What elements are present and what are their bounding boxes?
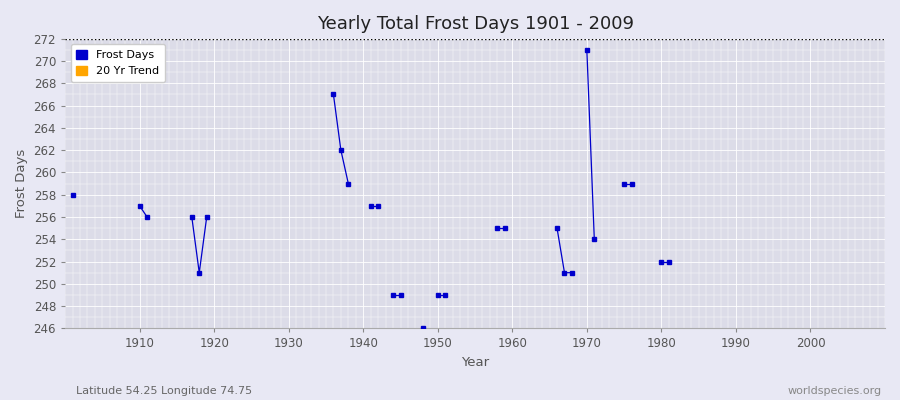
Legend: Frost Days, 20 Yr Trend: Frost Days, 20 Yr Trend [70, 44, 165, 82]
Y-axis label: Frost Days: Frost Days [15, 149, 28, 218]
X-axis label: Year: Year [461, 356, 489, 369]
Text: worldspecies.org: worldspecies.org [788, 386, 882, 396]
Text: Latitude 54.25 Longitude 74.75: Latitude 54.25 Longitude 74.75 [76, 386, 253, 396]
Title: Yearly Total Frost Days 1901 - 2009: Yearly Total Frost Days 1901 - 2009 [317, 15, 634, 33]
